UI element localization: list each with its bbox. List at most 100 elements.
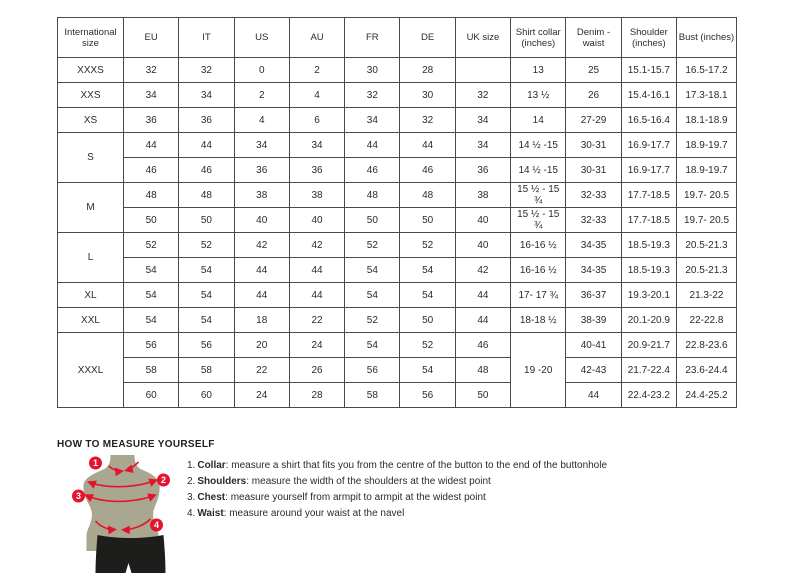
size-cell: XXL [57, 307, 124, 333]
table-cell: 44 [122, 132, 180, 158]
table-cell: 58 [122, 357, 180, 383]
size-cell: XXXL [57, 332, 124, 408]
table-cell: 38 [454, 182, 512, 208]
table-cell: 34 [233, 132, 290, 158]
size-table-body: XXXS 32 32 0 2 30 28 13 25 15.1-15.7 16.5-17.2 XXS 3… [57, 57, 737, 408]
table-cell: 20.1-20.9 [620, 307, 678, 333]
table-cell: 30 [344, 57, 401, 83]
svg-text:2: 2 [161, 475, 166, 485]
table-cell: 24.4-25.2 [676, 382, 737, 408]
table-cell: 18.5-19.3 [620, 232, 678, 258]
size-cell: XXXS [57, 57, 124, 83]
table-cell: 54 [122, 307, 180, 333]
table-cell: 50 [344, 207, 401, 233]
table-cell: 54 [344, 257, 401, 283]
table-cell: 15.4-16.1 [620, 82, 678, 108]
table-cell: 24 [288, 332, 346, 358]
table-cell: 28 [288, 382, 346, 408]
table-cell: 50 [399, 207, 456, 233]
size-cell: XXS [57, 82, 124, 108]
table-cell: 52 [399, 332, 456, 358]
size-cell: S [57, 132, 124, 183]
table-cell: 20 [233, 332, 290, 358]
table-cell: 40-41 [565, 332, 622, 358]
table-cell: 17.3-18.1 [676, 82, 737, 108]
table-cell: 15 ½ - 15 ¾ [510, 207, 567, 233]
table-cell: 18.1-18.9 [676, 107, 737, 133]
table-row: XS 36 36 4 6 34 32 34 14 27-29 16.5-16.4 18.1-18.9 [57, 107, 737, 133]
table-cell: 34 [344, 107, 401, 133]
table-cell: 15.1-15.7 [620, 57, 678, 83]
table-cell: 28 [399, 57, 456, 83]
table-cell: 40 [454, 207, 512, 233]
table-cell: 46 [399, 157, 456, 183]
table-cell: 44 [565, 382, 622, 408]
column-header: IT [178, 17, 235, 58]
table-cell: 25 [565, 57, 622, 83]
column-header: Denim - waist [565, 17, 622, 58]
marker-3-icon: 3 [72, 489, 85, 503]
measure-section: HOW TO MEASURE YOURSELF [57, 439, 787, 573]
table-cell: 32 [344, 82, 401, 108]
table-cell: 42 [233, 232, 290, 258]
table-row: XXXL 56 56 20 24 54 52 46 19 -20 40-41 20.9-21.7 22… [57, 332, 737, 408]
table-cell: 36-37 [565, 282, 622, 308]
table-cell: 60 [122, 382, 180, 408]
table-cell: 17.7-18.5 [620, 207, 678, 233]
size-cell: L [57, 232, 124, 283]
table-row: 54 54 44 44 54 54 42 16-16 ½ 34-35 18.5-19.3 20.5-… [58, 257, 737, 283]
table-cell: 17.7-18.5 [620, 182, 678, 208]
step-number: 2. [187, 476, 196, 487]
table-cell: 54 [399, 257, 456, 283]
table-cell: 34-35 [565, 232, 622, 258]
table-cell: 0 [233, 57, 290, 83]
table-cell: 34 [178, 82, 235, 108]
size-table-header: International size EU IT US AU FR DE UK size Shi… [57, 17, 737, 58]
table-cell: 50 [454, 382, 512, 408]
table-cell: 36 [288, 157, 346, 183]
table-row: 60 60 24 28 58 56 50 44 22.4-23.2 24.4-25.2 [58, 382, 737, 408]
table-row: 46 46 36 36 46 46 36 14 ½ -15 30-31 16.9-17.7 18.9… [58, 157, 737, 183]
table-cell: 46 [344, 157, 401, 183]
column-header: AU [288, 17, 346, 58]
table-cell: 48 [454, 357, 512, 383]
table-cell: 34 [454, 107, 512, 133]
table-cell: 32 [399, 107, 456, 133]
table-cell: 54 [344, 282, 401, 308]
table-cell: 50 [122, 207, 180, 233]
table-cell: 44 [233, 282, 290, 308]
step-number: 1. [187, 460, 196, 471]
table-cell: 60 [178, 382, 235, 408]
table-cell: 30-31 [565, 132, 622, 158]
table-cell: 52 [122, 232, 180, 258]
table-cell: 32 [122, 57, 180, 83]
table-cell: 54 [344, 332, 401, 358]
column-header: FR [344, 17, 401, 58]
table-cell: 56 [122, 332, 180, 358]
table-cell: 34-35 [565, 257, 622, 283]
table-cell: 22 [288, 307, 346, 333]
table-cell: 17- 17 ¾ [510, 282, 567, 308]
table-cell: 22 [233, 357, 290, 383]
table-row: XXXS 32 32 0 2 30 28 13 25 15.1-15.7 16.5-17.2 [57, 57, 737, 83]
table-cell: 34 [288, 132, 346, 158]
table-row: XXL 54 54 18 22 52 50 44 18-18 ½ 38-39 20.1-20.9 22… [57, 307, 737, 333]
table-cell: 16.9-17.7 [620, 157, 678, 183]
marker-2-icon: 2 [157, 473, 170, 487]
column-header: UK size [454, 17, 512, 58]
table-row: M 48 48 38 38 48 48 38 15 ½ - 15 ¾ 32-33 17.7-18.5… [57, 182, 737, 233]
svg-text:4: 4 [154, 520, 159, 530]
table-cell: 30-31 [565, 157, 622, 183]
table-cell: 14 ½ -15 [510, 132, 567, 158]
table-cell: 16-16 ½ [510, 232, 567, 258]
table-cell: 36 [122, 107, 180, 133]
table-cell: 26 [288, 357, 346, 383]
table-cell: 58 [178, 357, 235, 383]
table-cell: 52 [399, 232, 456, 258]
step-item: 4. Waist: measure around your waist at th… [187, 506, 607, 522]
table-cell: 44 [344, 132, 401, 158]
table-cell: 40 [233, 207, 290, 233]
table-cell: 52 [178, 232, 235, 258]
table-cell: 58 [344, 382, 401, 408]
table-cell: 54 [122, 282, 180, 308]
